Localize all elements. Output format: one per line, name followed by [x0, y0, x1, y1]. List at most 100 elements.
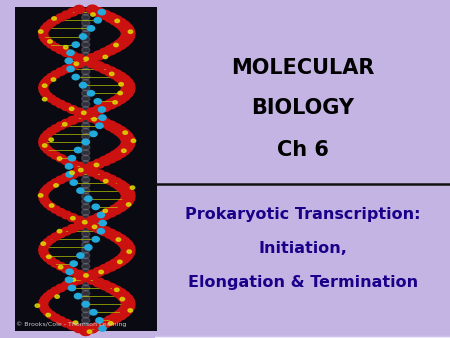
- Circle shape: [70, 171, 74, 174]
- Bar: [155, 335, 450, 337]
- Bar: [155, 336, 450, 337]
- Circle shape: [122, 137, 135, 147]
- Circle shape: [99, 156, 111, 166]
- Circle shape: [104, 99, 117, 109]
- Circle shape: [122, 83, 135, 93]
- Circle shape: [80, 273, 91, 281]
- Circle shape: [74, 162, 85, 170]
- Circle shape: [117, 75, 130, 85]
- Circle shape: [117, 260, 122, 264]
- Bar: [155, 336, 450, 338]
- Circle shape: [99, 48, 111, 57]
- Circle shape: [82, 328, 90, 334]
- Bar: [155, 335, 450, 337]
- Circle shape: [126, 203, 131, 206]
- Circle shape: [54, 184, 58, 187]
- Bar: [155, 336, 450, 338]
- Circle shape: [61, 157, 72, 165]
- Bar: [155, 335, 450, 337]
- Circle shape: [86, 167, 98, 176]
- Bar: [155, 336, 450, 337]
- Bar: [155, 336, 450, 337]
- Circle shape: [39, 247, 48, 254]
- Bar: [155, 335, 450, 337]
- Circle shape: [43, 130, 53, 137]
- Circle shape: [119, 77, 133, 88]
- Circle shape: [82, 31, 90, 37]
- Circle shape: [82, 166, 90, 172]
- Circle shape: [93, 170, 105, 179]
- Bar: [155, 335, 450, 337]
- Circle shape: [82, 161, 90, 167]
- Circle shape: [99, 226, 111, 236]
- Bar: [155, 336, 450, 337]
- Circle shape: [74, 108, 85, 116]
- Bar: [155, 335, 450, 337]
- Circle shape: [82, 25, 90, 31]
- Circle shape: [80, 34, 87, 39]
- Circle shape: [98, 107, 105, 112]
- Circle shape: [92, 118, 96, 121]
- Bar: [155, 336, 450, 337]
- Circle shape: [51, 152, 60, 159]
- Circle shape: [109, 259, 122, 268]
- Circle shape: [82, 9, 90, 15]
- Circle shape: [68, 155, 76, 161]
- Circle shape: [47, 149, 56, 156]
- Circle shape: [39, 193, 48, 199]
- Circle shape: [109, 286, 122, 295]
- Circle shape: [82, 85, 90, 91]
- Circle shape: [39, 84, 48, 91]
- Circle shape: [47, 74, 56, 80]
- Bar: [155, 335, 450, 337]
- Bar: [155, 335, 450, 336]
- Bar: [155, 335, 450, 336]
- Circle shape: [113, 94, 126, 104]
- Bar: [155, 335, 450, 337]
- Circle shape: [41, 241, 50, 248]
- Circle shape: [74, 293, 81, 299]
- Circle shape: [122, 149, 126, 152]
- Circle shape: [92, 204, 99, 210]
- Bar: [155, 336, 450, 337]
- Bar: [155, 335, 450, 337]
- Circle shape: [82, 74, 90, 80]
- Circle shape: [68, 268, 78, 276]
- Circle shape: [82, 301, 89, 307]
- Circle shape: [99, 318, 111, 328]
- Circle shape: [82, 150, 90, 156]
- Circle shape: [109, 16, 122, 25]
- Bar: [155, 335, 450, 337]
- Circle shape: [71, 217, 75, 220]
- Circle shape: [47, 95, 56, 102]
- Circle shape: [130, 186, 135, 189]
- Circle shape: [99, 210, 111, 220]
- Bar: [155, 335, 450, 337]
- Bar: [155, 335, 450, 337]
- Text: MOLECULAR: MOLECULAR: [231, 57, 374, 78]
- Circle shape: [42, 84, 47, 87]
- Circle shape: [82, 139, 90, 145]
- Circle shape: [68, 279, 78, 287]
- Circle shape: [84, 274, 88, 277]
- Bar: [155, 335, 450, 337]
- Circle shape: [69, 107, 74, 111]
- Circle shape: [87, 91, 94, 96]
- Circle shape: [119, 88, 133, 98]
- Circle shape: [119, 294, 133, 304]
- Circle shape: [94, 99, 101, 104]
- Circle shape: [90, 310, 97, 315]
- Circle shape: [113, 202, 126, 212]
- Circle shape: [51, 260, 60, 267]
- Circle shape: [68, 51, 78, 59]
- Circle shape: [61, 49, 72, 56]
- Bar: [155, 336, 450, 338]
- Circle shape: [72, 74, 79, 80]
- Circle shape: [84, 57, 88, 61]
- Circle shape: [82, 285, 90, 291]
- Circle shape: [47, 182, 56, 189]
- Circle shape: [74, 270, 85, 279]
- Bar: [155, 336, 450, 338]
- Circle shape: [82, 307, 90, 313]
- Circle shape: [41, 252, 50, 259]
